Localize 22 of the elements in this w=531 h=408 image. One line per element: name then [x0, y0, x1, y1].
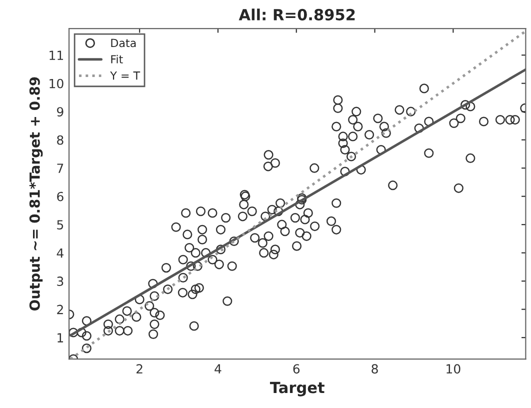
y-tick-label: 8	[57, 135, 64, 145]
y-tick-label: 9	[57, 107, 64, 117]
y-tick-label: 7	[57, 164, 64, 173]
y-tick-label: 5	[57, 220, 64, 230]
y-tick-label: 3	[57, 276, 64, 286]
legend-label: Data	[111, 38, 136, 48]
x-axis-title: Target	[270, 382, 324, 396]
x-tick-label: 10	[446, 364, 460, 374]
y-tick-label: 2	[57, 304, 63, 314]
x-tick-label: 4	[214, 364, 222, 374]
x-tick-label: 2	[136, 364, 142, 374]
y-tick-label: 4	[56, 248, 64, 258]
x-tick-label: 8	[372, 364, 378, 374]
y-tick-label: 1	[58, 333, 64, 342]
legend-label: Y = T	[110, 72, 140, 80]
chart-title: All: R=0.8952	[238, 8, 355, 20]
y-tick-label: 6	[57, 192, 64, 202]
y-tick-label: 10	[50, 78, 64, 88]
legend-label: Fit	[111, 54, 123, 64]
x-tick-label: 6	[293, 364, 300, 374]
y-axis-title: Output ~= 0.81*Target + 0.89	[29, 77, 43, 310]
y-tick-label: 11	[50, 50, 64, 60]
